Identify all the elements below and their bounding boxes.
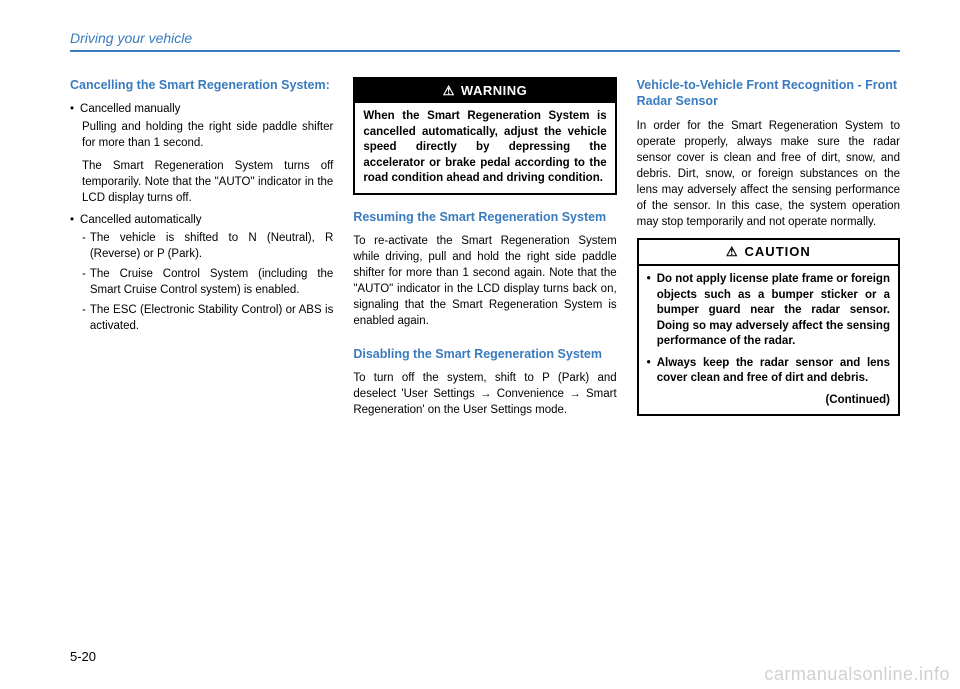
bullet-dot: • — [70, 101, 74, 117]
content-columns: Cancelling the Smart Regeneration System… — [70, 77, 900, 424]
caution-text: Always keep the radar sensor and lens co… — [657, 356, 890, 387]
caution-text: Do not apply license plate frame or fore… — [657, 272, 890, 350]
bullet-dot: • — [647, 272, 651, 350]
manual-page: Driving your vehicle Cancelling the Smar… — [0, 0, 960, 689]
dash-neutral: - The vehicle is shifted to N (Neutral),… — [82, 230, 333, 262]
disable-para: To turn off the system, shift to P (Park… — [353, 370, 616, 418]
dash-mark: - — [82, 266, 86, 298]
dash-text: The Cruise Control System (including the… — [90, 266, 333, 298]
para-turns-off: The Smart Regeneration System turns off … — [82, 158, 333, 206]
caution-item-1: • Do not apply license plate frame or fo… — [647, 272, 890, 350]
column-2: ⚠ WARNING When the Smart Regeneration Sys… — [353, 77, 616, 424]
warning-header: ⚠ WARNING — [355, 79, 614, 103]
dash-mark: - — [82, 230, 86, 262]
warning-box: ⚠ WARNING When the Smart Regeneration Sys… — [353, 77, 616, 195]
bullet-text: Cancelled manually — [80, 101, 180, 117]
bullet-dot: • — [647, 356, 651, 387]
caution-header: ⚠ CAUTION — [639, 240, 898, 266]
dash-esc: - The ESC (Electronic Stability Control)… — [82, 302, 333, 334]
section-header: Driving your vehicle — [70, 30, 900, 46]
radar-title: Vehicle-to-Vehicle Front Recognition - F… — [637, 77, 900, 110]
para-pulling: Pulling and holding the right side paddl… — [82, 119, 333, 151]
caution-item-2: • Always keep the radar sensor and lens … — [647, 356, 890, 387]
resume-para: To re-activate the Smart Regeneration Sy… — [353, 233, 616, 330]
bullet-dot: • — [70, 212, 74, 228]
dash-cruise: - The Cruise Control System (including t… — [82, 266, 333, 298]
header-rule — [70, 50, 900, 52]
caution-icon: ⚠ — [726, 244, 739, 259]
disable-title: Disabling the Smart Regeneration System — [353, 346, 616, 362]
cancel-title: Cancelling the Smart Regeneration System… — [70, 77, 333, 93]
column-1: Cancelling the Smart Regeneration System… — [70, 77, 333, 424]
page-number: 5-20 — [70, 649, 96, 664]
continued-label: (Continued) — [647, 393, 890, 409]
bullet-auto: • Cancelled automatically — [70, 212, 333, 228]
watermark: carmanualsonline.info — [764, 664, 950, 685]
bullet-text: Cancelled automatically — [80, 212, 201, 228]
dash-mark: - — [82, 302, 86, 334]
column-3: Vehicle-to-Vehicle Front Recognition - F… — [637, 77, 900, 424]
warning-body: When the Smart Regeneration System is ca… — [355, 103, 614, 193]
dash-text: The vehicle is shifted to N (Neutral), R… — [90, 230, 333, 262]
warning-icon: ⚠ — [443, 83, 455, 98]
bullet-manual: • Cancelled manually — [70, 101, 333, 117]
caution-box: ⚠ CAUTION • Do not apply license plate fr… — [637, 238, 900, 416]
caution-body: • Do not apply license plate frame or fo… — [639, 266, 898, 414]
resume-title: Resuming the Smart Regeneration System — [353, 209, 616, 225]
dash-text: The ESC (Electronic Stability Control) o… — [90, 302, 333, 334]
warning-label: WARNING — [461, 83, 527, 98]
caution-label: CAUTION — [745, 244, 811, 259]
radar-para: In order for the Smart Regeneration Syst… — [637, 118, 900, 231]
spacer — [353, 336, 616, 346]
